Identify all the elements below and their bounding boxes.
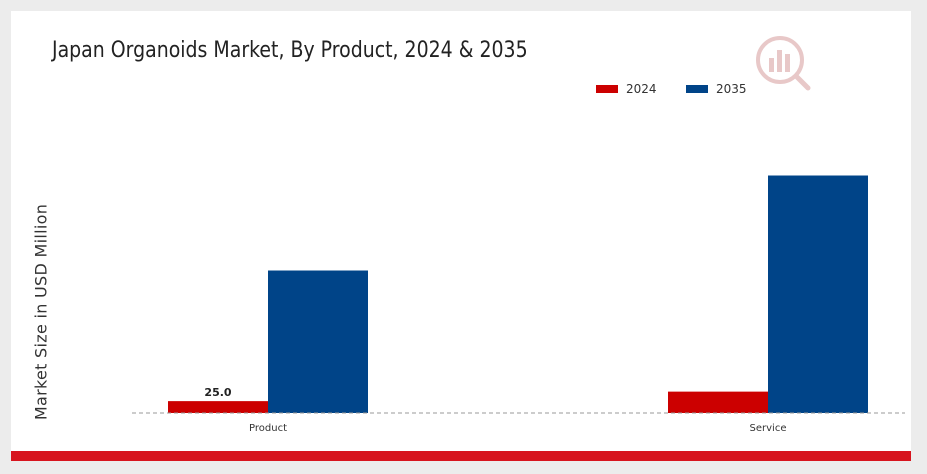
legend-label-2035: 2035: [716, 82, 747, 96]
x-tick-label-product: Product: [249, 423, 287, 434]
market-research-logo-icon: [752, 30, 816, 98]
legend-label-2024: 2024: [626, 82, 657, 96]
legend-item-2024: 2024: [596, 81, 657, 97]
legend-swatch-2035: [686, 85, 708, 93]
data-label-2024-product: 25.0: [204, 386, 231, 399]
legend-swatch-2024: [596, 85, 618, 93]
bar-2024-product: [168, 401, 268, 413]
chart-title: Japan Organoids Market, By Product, 2024…: [52, 38, 528, 63]
brand-band: [11, 451, 911, 461]
chart-frame: [11, 11, 911, 459]
legend-item-2035: 2035: [686, 81, 747, 97]
x-tick-label-service: Service: [750, 423, 787, 434]
bar-2035-product: [268, 270, 368, 413]
bar-2024-service: [668, 391, 768, 413]
bar-2035-service: [768, 175, 868, 413]
